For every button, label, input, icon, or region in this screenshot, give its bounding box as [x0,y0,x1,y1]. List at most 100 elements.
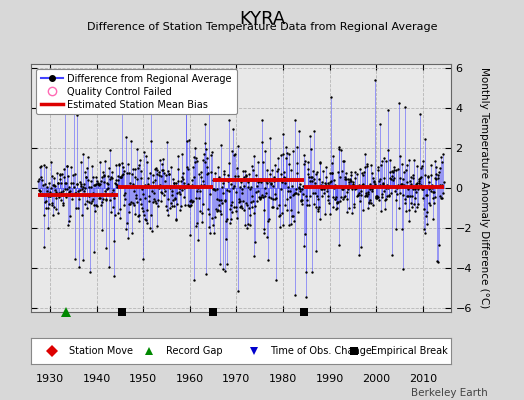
Point [332,194,340,200]
Point [431,175,439,182]
Point [228,208,236,215]
Point [234,172,243,179]
Point [145,183,153,190]
Point [133,176,141,182]
Point [246,186,254,193]
Point [93,178,102,184]
Point [219,266,227,272]
Point [392,226,400,232]
Point [242,172,250,179]
Point [223,260,232,267]
Point [329,194,337,200]
Point [143,206,151,213]
Point [306,133,314,139]
Point [292,190,300,196]
Point [91,207,99,214]
Point [253,183,261,189]
Point [56,172,64,178]
Point [118,160,126,166]
Point [362,192,370,198]
Point [384,107,392,113]
Point [231,173,239,179]
Point [137,175,145,182]
Point [103,180,112,186]
Point [135,162,143,168]
Point [155,168,163,175]
Point [366,181,375,188]
Point [163,207,171,213]
Point [177,203,185,209]
Point [209,186,217,192]
Point [422,192,431,198]
Point [108,169,116,176]
Point [78,212,86,218]
Point [123,170,131,176]
Point [227,216,235,222]
Point [431,193,440,200]
Point [224,117,233,124]
Point [351,169,359,176]
Point [311,180,320,186]
Point [311,190,319,196]
Point [229,185,237,191]
Point [430,200,438,206]
Point [397,181,405,188]
Point [116,206,124,212]
Point [136,200,145,207]
Point [91,182,100,189]
Point [38,177,46,184]
Point [375,197,383,204]
Point [410,201,419,207]
Point [188,182,196,188]
Point [281,202,289,208]
Point [177,178,185,184]
Point [345,205,353,211]
Point [295,184,303,191]
Point [440,178,448,185]
Point [187,202,195,208]
Point [324,193,332,199]
Point [399,192,408,198]
Point [61,98,69,104]
Point [329,153,337,160]
Point [180,180,188,186]
Point [173,190,181,196]
Point [83,204,92,211]
Point [307,146,315,152]
Point [117,100,126,106]
Point [263,234,271,240]
Point [141,182,149,188]
Point [169,176,177,182]
Point [164,196,172,202]
Point [346,168,355,175]
Point [365,200,374,206]
Point [398,181,407,187]
Point [151,200,160,206]
Point [62,180,70,186]
Point [58,192,67,198]
Point [44,224,52,231]
Point [261,148,270,154]
Text: Station Move: Station Move [69,346,133,356]
Point [53,170,61,176]
Point [194,184,203,190]
Point [248,163,257,169]
Point [402,193,411,200]
Point [347,178,356,184]
Point [194,236,202,243]
Point [185,203,194,210]
Point [159,167,167,173]
Point [276,224,285,230]
Point [205,224,213,230]
Point [325,200,333,206]
Point [287,167,296,173]
Point [352,184,361,191]
Point [57,196,65,203]
Point [224,172,232,178]
Point [339,185,347,192]
Point [289,192,297,198]
Point [226,180,235,187]
Point [204,170,212,176]
Point [401,195,410,202]
Point [121,190,129,196]
